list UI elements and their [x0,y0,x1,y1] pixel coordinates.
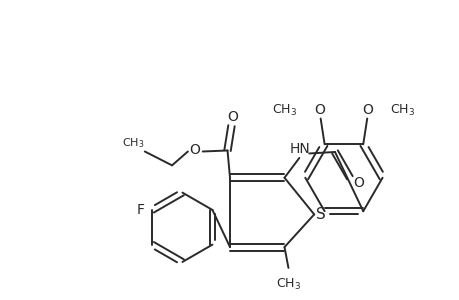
Text: O: O [314,103,325,117]
Text: HN: HN [289,142,309,155]
Text: F: F [136,203,144,217]
Text: CH$_3$: CH$_3$ [390,103,415,118]
Text: O: O [189,143,200,158]
Text: O: O [362,103,372,117]
Text: CH$_3$: CH$_3$ [121,137,144,151]
Text: CH$_3$: CH$_3$ [275,277,300,292]
Text: S: S [316,207,325,222]
Text: O: O [352,176,363,190]
Text: CH$_3$: CH$_3$ [272,103,297,118]
Text: O: O [227,110,238,124]
